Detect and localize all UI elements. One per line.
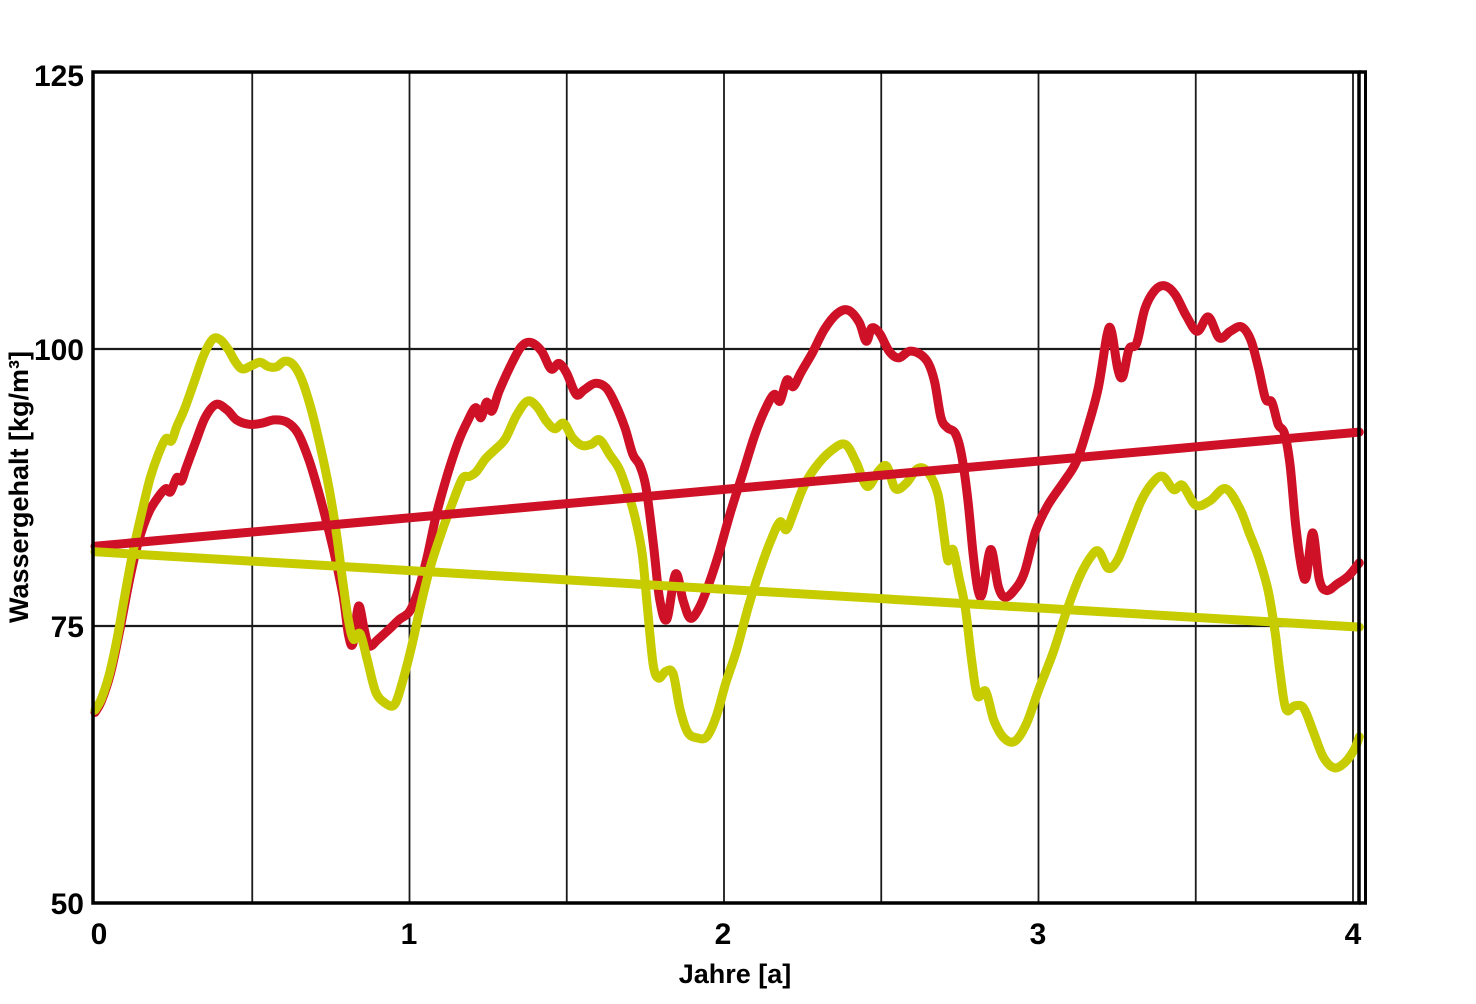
gridlines	[93, 72, 1359, 903]
y-tick-125: 125	[34, 60, 84, 93]
yellow-curve-path	[90, 333, 1364, 773]
plot-frame	[91, 70, 1367, 905]
x-axis-title: Jahre [a]	[679, 959, 792, 989]
x-tick-2: 2	[715, 918, 732, 951]
red-trend-path	[90, 427, 1364, 551]
red-curve-path	[90, 281, 1364, 717]
y-axis-title: Wassergehalt [kg/m³]	[4, 351, 34, 623]
x-tick-4: 4	[1345, 918, 1362, 951]
x-tick-0: 0	[91, 918, 108, 951]
yellow-trend-path	[90, 547, 1364, 632]
frame-rect	[91, 70, 1361, 905]
x-tick-3: 3	[1030, 918, 1047, 951]
y-tick-50: 50	[51, 888, 84, 921]
y-tick-100: 100	[34, 334, 84, 367]
data-series	[90, 281, 1364, 773]
x-tick-1: 1	[401, 918, 418, 951]
y-tick-75: 75	[51, 611, 84, 644]
